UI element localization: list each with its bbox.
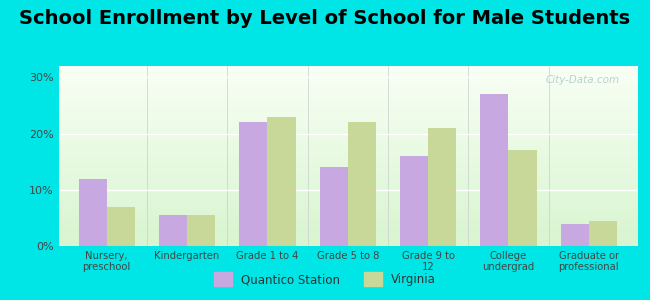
Bar <box>400 156 428 246</box>
Bar <box>348 122 376 246</box>
Bar <box>508 150 536 246</box>
Bar <box>589 221 617 246</box>
Bar <box>79 178 107 246</box>
Bar <box>267 117 296 246</box>
Text: School Enrollment by Level of School for Male Students: School Enrollment by Level of School for… <box>20 9 630 28</box>
Bar <box>561 224 589 246</box>
Bar <box>480 94 508 246</box>
Bar <box>187 215 215 246</box>
Bar <box>320 167 348 246</box>
Bar <box>107 207 135 246</box>
Legend: Quantico Station, Virginia: Quantico Station, Virginia <box>209 267 441 291</box>
Bar <box>239 122 267 246</box>
Text: City-Data.com: City-Data.com <box>545 75 619 85</box>
Bar <box>159 215 187 246</box>
Bar <box>428 128 456 246</box>
